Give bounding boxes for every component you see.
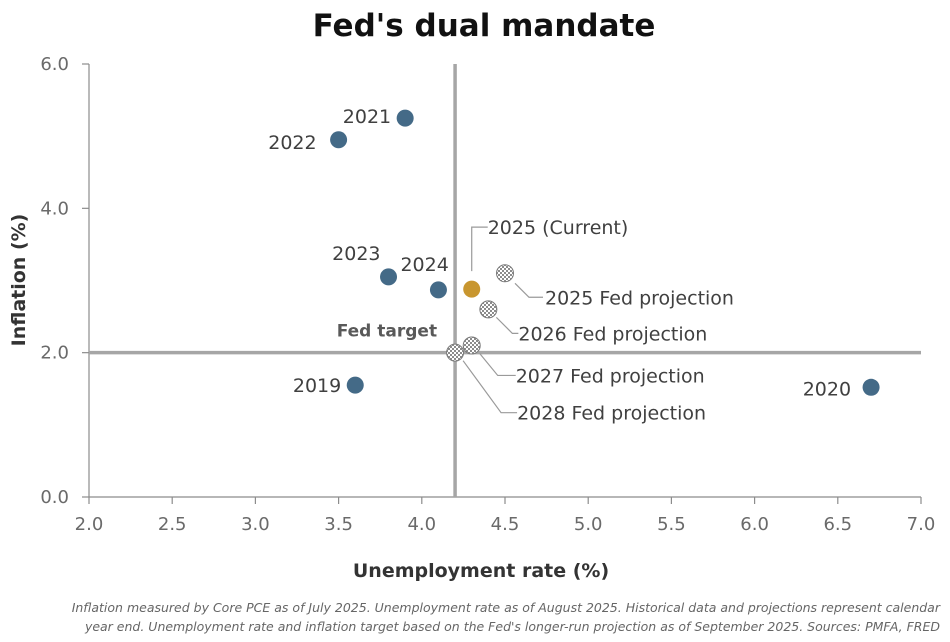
point-2027-fed-projection: [462, 336, 481, 355]
reference-lines: Fed target: [89, 64, 921, 497]
scatter-plot: 2.0 2.5 3.0 3.5 4.0 4.5 5.0 5.5 6.0 6.5 7.0 0.0 2.0 4…: [8, 54, 935, 582]
label-2026-fed-projection: 2026 Fed projection: [518, 323, 707, 345]
footnote: Inflation measured by Core PCE as of Jul…: [10, 598, 940, 636]
x-tick-label: 3.0: [241, 514, 270, 535]
data-points: [330, 109, 880, 396]
label-2025-fed-projection: 2025 Fed projection: [545, 287, 734, 309]
label-2028-fed-projection: 2028 Fed projection: [517, 403, 706, 425]
leader-2025-fed-projection: [514, 282, 543, 298]
chart-title: Fed's dual mandate: [312, 8, 656, 44]
footnote-line-1: Inflation measured by Core PCE as of Jul…: [71, 600, 940, 615]
x-tick-label: 2.5: [158, 514, 187, 535]
fed-target-label: Fed target: [337, 322, 437, 342]
x-tick-label: 5.0: [574, 514, 603, 535]
point-labels: 2019 2020 2021 2022 2023 2024 2025 (Current) 20…: [268, 106, 851, 425]
point-2025-fed-projection: [496, 264, 514, 283]
leader-lines: [462, 226, 543, 414]
y-tick-label: 2.0: [40, 343, 69, 364]
x-tick-label: 5.5: [657, 514, 686, 535]
x-tick-label: 4.5: [491, 514, 520, 535]
point-2026-fed-projection: [479, 300, 498, 319]
point-2025-current: [463, 280, 481, 298]
point-2021: [396, 109, 414, 127]
x-axis-title: Unemployment rate (%): [353, 560, 609, 582]
leader-2028-fed-projection: [462, 360, 518, 414]
label-2020: 2020: [803, 378, 851, 400]
point-2028-fed-projection: [446, 343, 465, 362]
y-axis-title: Inflation (%): [8, 214, 30, 347]
label-2024: 2024: [400, 254, 448, 276]
label-2021: 2021: [343, 106, 391, 128]
leader-2025-current: [471, 226, 488, 272]
x-tick-label: 7.0: [907, 514, 936, 535]
x-tick-label: 6.0: [740, 514, 769, 535]
point-2024: [429, 281, 447, 299]
label-2019: 2019: [293, 375, 341, 397]
footnote-line-2: year end. Unemployment rate and inflatio…: [84, 619, 940, 634]
label-2027-fed-projection: 2027 Fed projection: [516, 365, 705, 387]
x-tick-label: 2.0: [75, 514, 104, 535]
x-tick-label: 6.5: [823, 514, 852, 535]
y-tick-label: 4.0: [40, 198, 69, 219]
label-2025-current: 2025 (Current): [488, 217, 629, 239]
point-2020: [862, 378, 880, 396]
leader-2027-fed-projection: [479, 353, 516, 377]
y-tick-label: 0.0: [40, 487, 69, 508]
y-tick-label: 6.0: [40, 54, 69, 75]
x-tick-label: 3.5: [324, 514, 353, 535]
point-2023: [380, 268, 398, 286]
x-tick-label: 4.0: [407, 514, 436, 535]
axes: 2.0 2.5 3.0 3.5 4.0 4.5 5.0 5.5 6.0 6.5 7.0 0.0 2.0 4…: [40, 54, 935, 535]
label-2022: 2022: [268, 132, 316, 154]
label-2023: 2023: [332, 243, 380, 265]
point-2022: [330, 131, 348, 149]
point-2019: [346, 376, 364, 394]
leader-2026-fed-projection: [495, 316, 519, 334]
